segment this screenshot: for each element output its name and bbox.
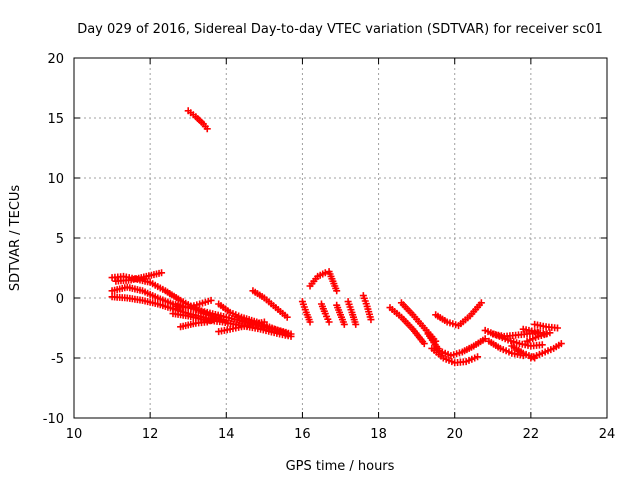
data-point — [420, 340, 428, 348]
data-point — [321, 269, 329, 277]
data-point — [352, 320, 360, 328]
y-tick-label: 20 — [47, 52, 64, 67]
series-arc-19 — [386, 304, 428, 348]
series-arc-11 — [249, 287, 291, 321]
data-point — [477, 299, 485, 307]
data-point — [538, 341, 546, 349]
y-tick-label: 15 — [47, 112, 64, 127]
x-tick-label: 20 — [446, 427, 463, 442]
series-arc-17 — [344, 298, 360, 328]
data-point — [306, 318, 314, 326]
y-tick-label: 5 — [56, 232, 64, 247]
series-arc-21 — [432, 299, 485, 330]
data-point — [554, 324, 562, 332]
series-arc-04 — [112, 269, 166, 285]
x-tick-label: 18 — [370, 427, 387, 442]
series-arc-22 — [424, 330, 489, 360]
data-point — [260, 318, 268, 326]
series-arc-27 — [508, 342, 539, 362]
series-arc-09 — [215, 300, 291, 338]
series-arc-13 — [306, 269, 329, 290]
series-arc-26 — [489, 329, 542, 340]
series-arc-14 — [317, 300, 333, 326]
series-arc-31 — [523, 329, 554, 345]
series-arc-29 — [527, 340, 565, 362]
x-tick-label: 16 — [294, 427, 311, 442]
series-arc-15 — [325, 268, 341, 295]
data-point — [203, 125, 211, 133]
data-point — [557, 340, 565, 348]
y-axis-label: SDTVAR / TECUs — [8, 185, 23, 292]
x-tick-label: 14 — [218, 427, 235, 442]
x-tick-label: 24 — [599, 427, 616, 442]
data-point — [367, 316, 375, 324]
series-arc-12 — [298, 298, 314, 326]
data-point — [474, 353, 482, 361]
data-point — [333, 287, 341, 295]
y-tick-label: -5 — [51, 352, 64, 367]
data-point — [325, 318, 333, 326]
grid-lines — [74, 58, 607, 418]
series-arc-18 — [359, 292, 375, 324]
data-point — [340, 320, 348, 328]
series-arc-30 — [531, 320, 562, 332]
axis-ticks: 10 12 14 16 18 20 22 24 -10 -5 0 5 10 15 20 — [43, 52, 616, 442]
series-arc-07 — [173, 296, 215, 312]
x-axis-label: GPS time / hours — [286, 459, 395, 474]
data-point — [481, 335, 489, 343]
x-tick-label: 12 — [142, 427, 159, 442]
x-tick-label: 22 — [523, 427, 540, 442]
y-tick-label: 10 — [47, 172, 64, 187]
y-tick-label: -10 — [43, 412, 64, 427]
data-points — [108, 107, 565, 367]
series-arc-06 — [177, 313, 223, 331]
data-point — [207, 296, 215, 304]
data-point — [287, 332, 295, 340]
data-point — [283, 330, 291, 338]
series-arc-23 — [428, 344, 482, 367]
x-tick-label: 10 — [66, 427, 83, 442]
y-tick-label: 0 — [56, 292, 64, 307]
data-point — [283, 313, 291, 321]
chart-title: Day 029 of 2016, Sidereal Day-to-day VTE… — [77, 22, 603, 37]
data-point — [158, 269, 166, 277]
series-arc-10 — [215, 318, 268, 336]
data-point — [546, 329, 554, 337]
series-arc-08 — [184, 107, 211, 133]
data-point — [215, 313, 223, 321]
series-arc-16 — [333, 301, 348, 328]
